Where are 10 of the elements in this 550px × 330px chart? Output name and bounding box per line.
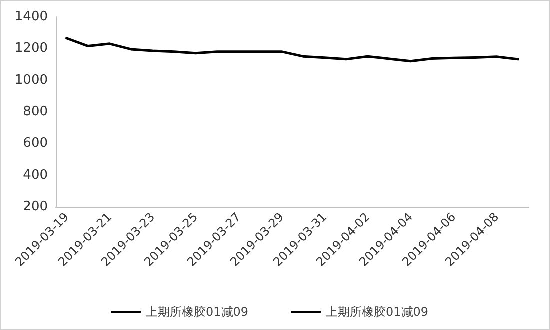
legend-label: 上期所橡胶01减09 — [146, 305, 249, 319]
line-series — [66, 37, 520, 63]
y-tick-label: 200 — [23, 200, 48, 214]
y-tick-label: 400 — [23, 168, 48, 183]
y-tick-label: 1000 — [14, 72, 48, 88]
y-tick-label: 600 — [23, 136, 48, 152]
y-tick-label: 1200 — [14, 41, 48, 56]
y-tick-label: 800 — [23, 104, 48, 120]
y-tick-label: 1400 — [14, 10, 48, 24]
legend-label: 上期所橡胶01减09 — [326, 305, 429, 319]
